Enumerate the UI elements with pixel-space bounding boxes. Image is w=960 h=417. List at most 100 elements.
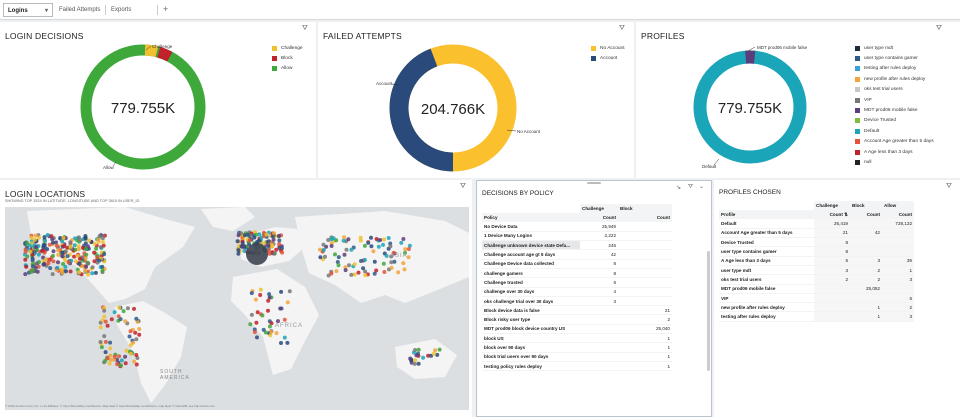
location-marker[interactable]: [83, 236, 88, 241]
location-marker[interactable]: [112, 310, 117, 315]
location-marker[interactable]: [134, 316, 139, 321]
tab-exports[interactable]: Exports: [107, 3, 153, 17]
location-marker[interactable]: [277, 238, 282, 243]
location-marker[interactable]: [112, 354, 117, 359]
location-marker[interactable]: [343, 268, 348, 273]
location-marker[interactable]: [117, 354, 122, 359]
table-row[interactable]: Device Trusted 8: [719, 237, 914, 248]
legend-item[interactable]: user type mdt: [855, 43, 934, 53]
table-row[interactable]: MDT prod06 block device country US 25,040: [482, 324, 672, 335]
location-marker[interactable]: [55, 265, 60, 270]
location-marker[interactable]: [134, 337, 139, 342]
table-row[interactable]: block US 1: [482, 333, 672, 344]
table-row[interactable]: block trial users over 90 days 1: [482, 352, 672, 362]
location-marker[interactable]: [123, 354, 128, 359]
location-marker[interactable]: [381, 261, 386, 266]
cluster-marker[interactable]: [246, 243, 268, 265]
location-marker[interactable]: [50, 272, 55, 277]
location-marker[interactable]: [349, 272, 354, 277]
table-row[interactable]: challenge over 30 days 4: [482, 287, 672, 297]
location-marker[interactable]: [272, 231, 276, 236]
location-marker[interactable]: [363, 269, 368, 274]
location-marker[interactable]: [87, 238, 91, 243]
location-marker[interactable]: [93, 270, 98, 275]
col-group-allow[interactable]: Allow: [882, 201, 914, 210]
location-marker[interactable]: [369, 244, 374, 249]
location-marker[interactable]: [56, 260, 60, 265]
location-marker[interactable]: [40, 248, 45, 253]
location-marker[interactable]: [102, 334, 107, 339]
location-marker[interactable]: [362, 257, 367, 262]
location-marker[interactable]: [252, 330, 257, 335]
legend-item[interactable]: A Age less than 3 days: [855, 147, 934, 157]
table-row[interactable]: Default 26,419 728,132: [719, 219, 914, 229]
location-marker[interactable]: [77, 261, 82, 266]
location-marker[interactable]: [132, 359, 137, 364]
location-marker[interactable]: [33, 233, 38, 238]
location-marker[interactable]: [433, 348, 438, 353]
table-row[interactable]: Challenge account age gt 5 days 42: [482, 249, 672, 260]
location-marker[interactable]: [358, 238, 363, 243]
location-marker[interactable]: [321, 248, 326, 252]
location-marker[interactable]: [34, 244, 39, 249]
location-marker[interactable]: [376, 244, 381, 249]
location-marker[interactable]: [51, 259, 56, 264]
location-marker[interactable]: [352, 262, 357, 267]
location-marker[interactable]: [285, 300, 290, 305]
location-marker[interactable]: [45, 233, 50, 237]
location-marker[interactable]: [103, 339, 108, 344]
table-row[interactable]: A Age less than 3 days 5 3 39: [719, 256, 914, 267]
location-marker[interactable]: [68, 269, 73, 274]
location-marker[interactable]: [254, 232, 259, 237]
location-marker[interactable]: [31, 268, 36, 272]
scrollbar[interactable]: [707, 251, 710, 371]
location-marker[interactable]: [83, 241, 88, 246]
location-marker[interactable]: [92, 259, 97, 264]
table-row[interactable]: Challenge trusted 6: [482, 277, 672, 288]
location-marker[interactable]: [358, 235, 363, 240]
location-marker[interactable]: [51, 249, 56, 254]
location-marker[interactable]: [279, 341, 283, 345]
col-count[interactable]: Count: [850, 210, 882, 219]
location-marker[interactable]: [416, 347, 421, 352]
location-marker[interactable]: [66, 260, 71, 265]
location-marker[interactable]: [92, 241, 97, 246]
location-marker[interactable]: [60, 254, 65, 259]
location-marker[interactable]: [128, 351, 133, 356]
chevron-down-icon[interactable]: ▾: [44, 8, 48, 14]
location-marker[interactable]: [84, 264, 89, 269]
slice-challenge[interactable]: [80, 44, 206, 170]
location-marker[interactable]: [236, 248, 241, 253]
location-marker[interactable]: [258, 293, 263, 297]
location-marker[interactable]: [384, 253, 389, 258]
location-marker[interactable]: [100, 268, 105, 273]
location-marker[interactable]: [258, 287, 263, 292]
col-count[interactable]: Count ⇅: [814, 210, 850, 219]
location-marker[interactable]: [329, 244, 334, 248]
location-marker[interactable]: [23, 257, 28, 262]
location-marker[interactable]: [413, 358, 418, 363]
location-marker[interactable]: [326, 273, 331, 278]
col-policy[interactable]: Policy: [482, 213, 580, 222]
location-marker[interactable]: [266, 298, 271, 303]
location-marker[interactable]: [236, 251, 241, 256]
legend-item[interactable]: MDT prod06 mobile false: [855, 105, 934, 115]
table-row[interactable]: new profile after rules deploy 1 2: [719, 302, 914, 313]
location-marker[interactable]: [128, 329, 133, 334]
tab-failed-attempts[interactable]: Failed Attempts: [55, 3, 105, 17]
location-marker[interactable]: [101, 243, 106, 248]
location-marker[interactable]: [73, 247, 78, 252]
tab-logins[interactable]: Logins ▾: [3, 3, 53, 17]
location-marker[interactable]: [359, 259, 363, 263]
location-marker[interactable]: [133, 330, 138, 335]
location-marker[interactable]: [107, 361, 112, 366]
location-marker[interactable]: [118, 317, 123, 322]
location-marker[interactable]: [401, 261, 406, 266]
location-marker[interactable]: [30, 258, 35, 263]
location-marker[interactable]: [252, 235, 257, 240]
location-marker[interactable]: [274, 331, 279, 336]
location-marker[interactable]: [267, 292, 272, 297]
location-marker[interactable]: [242, 233, 247, 238]
location-marker[interactable]: [264, 232, 269, 237]
location-marker[interactable]: [41, 242, 46, 247]
